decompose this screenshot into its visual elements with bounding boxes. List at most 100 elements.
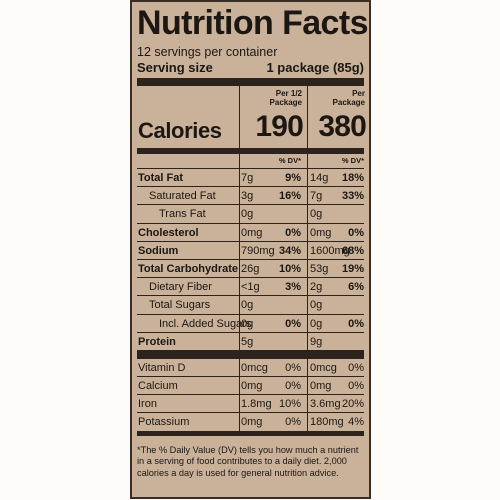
column-divider	[239, 332, 240, 350]
dv-half-package: 16%	[278, 190, 301, 203]
amount-half-package: 0g	[241, 208, 254, 221]
dv-per-package: 4%	[348, 416, 364, 429]
amount-per-package: 9g	[310, 335, 323, 348]
amount-half-package: 0mg	[241, 226, 263, 239]
nutrient-name: Total Sugars	[149, 299, 211, 312]
amount-half-package: 790mg	[241, 244, 275, 257]
nutrient-row: Vitamin D 0mcg 0% 0mcg 0%	[137, 357, 364, 377]
calories-value: 380	[318, 110, 366, 143]
amount-half-package: 1.8mg	[241, 398, 272, 411]
amount-per-package: 0mg	[310, 380, 332, 393]
amount-half-package: 3g	[241, 190, 254, 203]
dv-half-package: 10%	[278, 398, 301, 411]
column-heading-line: Package	[269, 98, 302, 107]
dv-per-package: 0%	[348, 380, 364, 393]
nutrient-name: Iron	[138, 398, 157, 411]
dv-half-package: 0%	[285, 361, 301, 374]
column-heading-line: Per	[352, 89, 365, 98]
nutrient-row: Total Carbohydrate 26g 10% 53g 19%	[137, 258, 364, 278]
column-divider	[307, 223, 308, 241]
dv-per-package: 0%	[348, 361, 364, 374]
amount-half-package: 0g	[241, 317, 254, 330]
amount-per-package: 180mg	[310, 416, 344, 429]
nutrient-name: Potassium	[138, 416, 190, 429]
servings-per-container: 12 servings per container	[137, 45, 278, 59]
amount-half-package: 7g	[241, 172, 254, 184]
dv-header: % DV*	[307, 154, 366, 168]
column-divider	[239, 377, 240, 395]
column-divider	[307, 205, 308, 223]
column-divider	[239, 205, 240, 223]
amount-half-package: <1g	[241, 281, 260, 294]
dv-half-package: 0%	[285, 416, 301, 429]
nutrient-row: Iron 1.8mg 10% 3.6mg 20%	[137, 394, 364, 413]
thick-divider	[137, 349, 364, 358]
column-divider	[239, 259, 240, 278]
amount-per-package: 0g	[310, 208, 323, 221]
amount-half-package: 26g	[241, 262, 260, 275]
column-divider	[239, 296, 240, 314]
nutrient-name: Trans Fat	[159, 208, 206, 221]
thick-divider	[137, 78, 364, 86]
amount-per-package: 14g	[310, 172, 329, 184]
amount-per-package: 0mcg	[310, 361, 337, 374]
dv-per-package: 18%	[341, 172, 364, 184]
nutrient-name: Vitamin D	[138, 361, 186, 374]
medium-divider	[137, 430, 364, 436]
column-divider	[307, 377, 308, 395]
amount-half-package: 0g	[241, 299, 254, 312]
column-divider	[307, 169, 308, 187]
dv-per-package: 68%	[341, 244, 364, 257]
column-half-package: Per 1/2 Package 190	[239, 86, 304, 148]
nutrient-row: Sodium 790mg 34% 1600mg 68%	[137, 240, 364, 259]
nutrient-row: Calcium 0mg 0% 0mg 0%	[137, 376, 364, 395]
nutrient-name: Cholesterol	[138, 226, 199, 239]
column-divider	[307, 296, 308, 314]
nutrient-row: Total Fat 7g 9% 14g 18%	[137, 168, 364, 187]
column-divider	[307, 395, 308, 413]
dv-per-package: 0%	[348, 226, 364, 239]
column-divider	[307, 332, 308, 350]
column-divider	[307, 241, 308, 259]
column-divider	[239, 241, 240, 259]
amount-half-package: 0mg	[241, 380, 263, 393]
serving-size-value: 1 package (85g)	[266, 60, 364, 75]
nutrient-row: Potassium 0mg 0% 180mg 4%	[137, 412, 364, 431]
nutrient-name: Calcium	[138, 380, 178, 393]
calories-section: Calories Per 1/2 Package 190 Per Package…	[137, 86, 367, 148]
label-title: Nutrition Facts	[137, 4, 369, 42]
nutrient-row: Dietary Fiber <1g 3% 2g 6%	[137, 277, 364, 296]
column-divider	[307, 259, 308, 278]
nutrient-row: Protein 5g 9g	[137, 331, 364, 350]
medium-divider	[137, 148, 364, 153]
nutrient-row: Cholesterol 0mg 0% 0mg 0%	[137, 222, 364, 241]
dv-header-row: % DV* % DV*	[137, 153, 364, 168]
column-divider	[307, 358, 308, 377]
dv-half-package: 0%	[285, 380, 301, 393]
dv-per-package: 6%	[348, 281, 364, 294]
amount-half-package: 0mcg	[241, 361, 268, 374]
amount-per-package: 0g	[310, 317, 323, 330]
nutrient-name: Sodium	[138, 244, 179, 257]
serving-size-row: Serving size 1 package (85g)	[137, 60, 364, 75]
nutrient-row: Total Sugars 0g 0g	[137, 295, 364, 314]
nutrient-row: Saturated Fat 3g 16% 7g 33%	[137, 186, 364, 205]
nutrient-name: Total Carbohydrate	[138, 262, 239, 275]
dv-per-package: 20%	[341, 398, 364, 411]
dv-per-package: 33%	[341, 190, 364, 203]
column-per-package: Per Package 380	[307, 86, 367, 148]
nutrition-facts-label: Nutrition Facts 12 servings per containe…	[130, 0, 371, 499]
vitamin-rows: Vitamin D 0mcg 0% 0mcg 0% Calcium 0mg 0% 0mg 0% Ir…	[137, 357, 364, 431]
amount-half-package: 5g	[241, 335, 254, 348]
column-divider	[239, 395, 240, 413]
column-divider	[239, 278, 240, 296]
daily-value-footnote: *The % Daily Value (DV) tells you how mu…	[137, 444, 359, 478]
column-divider	[239, 187, 240, 205]
nutrient-row: Trans Fat 0g 0g	[137, 204, 364, 223]
column-divider	[239, 358, 240, 377]
dv-header: % DV*	[239, 154, 303, 168]
column-divider	[307, 413, 308, 431]
dv-half-package: 0%	[285, 226, 301, 239]
column-heading-line: Package	[332, 98, 365, 107]
column-divider	[239, 223, 240, 241]
